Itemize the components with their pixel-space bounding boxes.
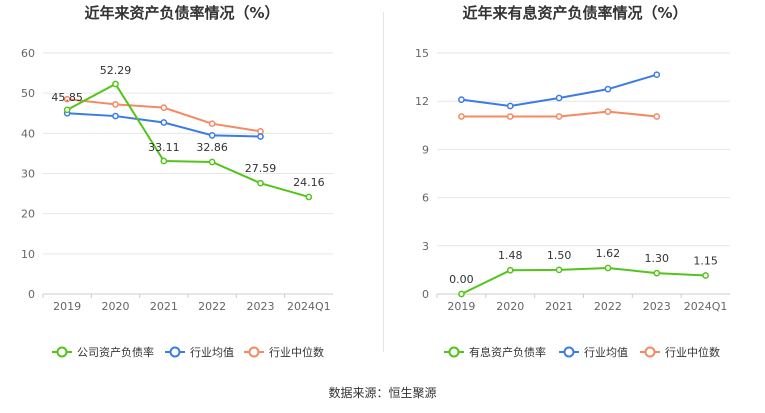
y-tick-label: 0 [422,288,429,301]
data-point [555,94,563,102]
legend-label: 行业中位数 [665,345,720,359]
legend-label: 行业均值 [584,346,628,359]
data-label: 52.29 [100,64,132,77]
data-point [555,113,563,120]
data-point [257,127,264,135]
x-tick-label: 2019 [53,300,81,313]
legend-swatch-marker [248,346,260,358]
series-line-company [66,82,310,198]
data-point [208,158,216,166]
y-tick-label: 60 [21,47,35,60]
data-point [208,131,216,139]
y-tick-label: 10 [21,248,35,261]
y-tick-label: 50 [21,87,35,100]
x-tick-label: 2023 [247,300,275,313]
data-point [653,71,661,79]
x-tick-label: 2022 [594,300,622,313]
data-label: 1.48 [498,249,523,262]
data-label: 24.16 [293,176,325,189]
series-line-company [460,266,706,295]
legend-swatch-marker [448,346,460,358]
legend-swatch-marker [169,346,181,358]
data-point [112,112,119,120]
data-point [160,119,168,126]
data-point [458,96,465,103]
data-label: 1.30 [645,252,670,265]
y-tick-label: 30 [21,168,35,181]
data-point [555,266,563,274]
data-point [208,120,216,128]
data-point [160,104,168,111]
legend-swatch-marker [644,346,656,358]
data-label: 1.15 [693,255,718,268]
data-point [63,95,71,103]
data-label: 45.85 [51,91,83,104]
y-tick-label: 20 [21,208,35,221]
data-label: 32.86 [196,141,228,154]
data-point [653,269,661,277]
y-tick-label: 9 [422,143,429,156]
legend-label: 公司资产负债率 [77,345,154,359]
chart-title: 近年来资产负债率情况（%） [84,4,279,22]
data-point [702,272,709,279]
y-tick-label: 12 [415,95,429,108]
x-tick-label: 2023 [643,300,671,313]
data-label: 33.11 [148,141,180,154]
data-point [458,290,465,298]
data-source-note: 数据来源：恒生聚源 [328,386,437,400]
x-tick-label: 2024Q1 [684,300,728,313]
y-tick-label: 40 [21,127,35,140]
legend-swatch-marker [56,346,68,358]
legend-swatch-marker [563,346,575,358]
data-point [63,106,71,114]
data-point [604,108,612,115]
chart-panel-right: 近年来有息资产负债率情况（%） 0 3 6 9 12 15 2019 2020 2021 2022 2… [383,0,765,370]
data-point [257,179,264,187]
data-point [257,133,264,140]
x-tick-label: 2021 [150,300,178,313]
x-tick-label: 2019 [447,300,475,313]
interest-bearing-debt-ratio-chart: 近年来有息资产负债率情况（%） 0 3 6 9 12 15 2019 2020 2021 2022 2… [415,4,730,359]
data-point [506,266,514,274]
data-point [653,113,661,120]
data-label: 27.59 [245,162,277,175]
legend-label: 有息资产负债率 [469,345,546,359]
y-tick-label: 0 [28,288,35,301]
legend-label: 行业均值 [190,346,234,359]
debt-ratio-chart: 近年来资产负债率情况（%） 0 10 20 30 40 50 60 2019 2020 2021 20… [21,4,333,359]
data-point [458,113,465,120]
y-tick-label: 3 [422,240,429,253]
x-tick-label: 2024Q1 [287,300,331,313]
data-point [112,101,119,108]
data-label: 1.50 [547,249,572,262]
data-point [506,102,514,110]
data-point [305,193,313,201]
data-point [604,264,612,272]
chart-title: 近年来有息资产负债率情况（%） [462,4,687,22]
data-label: 1.62 [596,247,621,260]
x-tick-label: 2021 [545,300,573,313]
y-tick-label: 15 [415,47,429,60]
data-point [160,157,168,165]
data-label: 0.00 [449,273,474,286]
x-tick-label: 2022 [198,300,226,313]
data-point [604,85,612,93]
data-point [506,113,514,120]
legend-label: 行业中位数 [269,345,324,359]
panel-divider [383,12,384,352]
chart-panel-left: 近年来资产负债率情况（%） 0 10 20 30 40 50 60 2019 2020 2021 20… [0,0,382,370]
data-point [112,80,119,88]
y-tick-label: 6 [422,192,429,205]
x-tick-label: 2020 [496,300,524,313]
x-tick-label: 2020 [102,300,130,313]
